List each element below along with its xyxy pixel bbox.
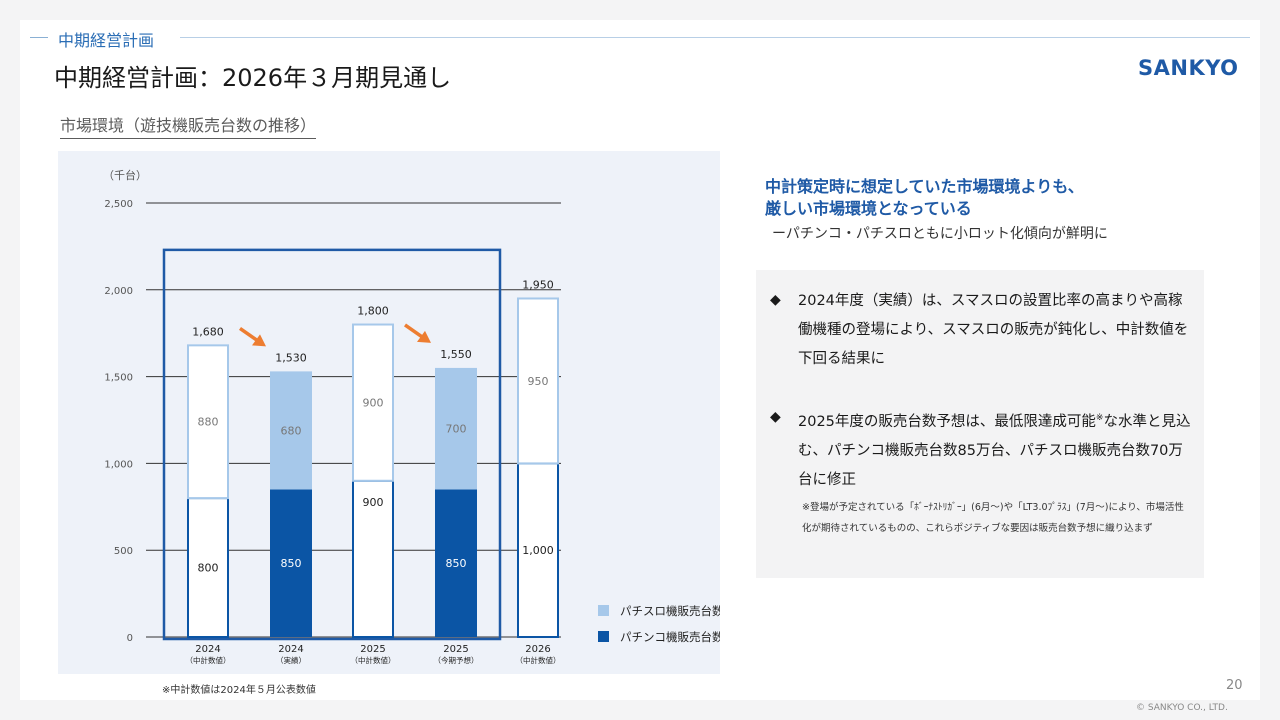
data-label-pachinko: 850 — [446, 557, 467, 570]
key-message-sub: ーパチンコ・パチスロともに小ロット化傾向が鮮明に — [772, 226, 1108, 242]
data-label-pachislot: 950 — [528, 375, 549, 388]
bullet-diamond-icon: ◆ — [770, 292, 781, 308]
notes-box: ◆ 2024年度（実績）は、スマスロの設置比率の高まりや高稼働機種の登場により、… — [756, 270, 1204, 578]
bar-pachislot — [352, 323, 394, 482]
note-reference-mark: ※ — [1095, 413, 1104, 423]
data-label-total: 1,800 — [357, 305, 389, 318]
forecast-highlight-box — [162, 248, 502, 641]
y-tick-label: 0 — [127, 633, 133, 644]
data-label-pachinko: 850 — [281, 557, 302, 570]
bar-pachislot — [270, 371, 312, 490]
y-axis-unit: （千台） — [103, 168, 147, 182]
bar-pachislot — [187, 344, 229, 500]
x-tick-label: 2024 — [278, 644, 303, 655]
page-number: 20 — [1226, 678, 1243, 693]
data-label-pachinko: 900 — [363, 496, 384, 509]
section-rule-left — [30, 37, 48, 38]
data-label-total: 1,530 — [275, 351, 307, 364]
section-tag: 中期経営計画 — [58, 31, 155, 50]
company-logo: SANKYO — [1138, 56, 1239, 80]
chart-panel: （千台） 0 500 1,000 1,500 2,000 2,500 800 880 1,680 2… — [58, 151, 720, 674]
slide: 中期経営計画 中期経営計画：2026年３月期見通し SANKYO 市場環境（遊技… — [20, 20, 1260, 700]
legend-label-pachinko: パチンコ機販売台数 — [620, 630, 720, 644]
bar-pachinko — [517, 462, 559, 638]
key-message-line-1: 中計策定時に想定していた市場環境よりも、 — [765, 177, 1084, 196]
data-label-pachislot: 680 — [281, 424, 302, 437]
data-label-pachislot: 700 — [446, 423, 467, 436]
data-label-total: 1,550 — [440, 348, 472, 361]
chart-footnote: ※中計数値は2024年５月公表数値 — [162, 685, 316, 696]
bar-pachislot — [435, 367, 477, 490]
bar-pachislot — [517, 297, 559, 465]
x-tick-label: 2024 — [195, 644, 220, 655]
note-2025-text-b: な水準と見込む、パチンコ機販売台数85万台、パチスロ機販売台数70万台に修正 — [798, 413, 1191, 488]
data-label-total: 1,680 — [192, 325, 224, 338]
legend-swatch-pachinko — [598, 631, 609, 642]
y-tick-label: 2,000 — [104, 286, 133, 297]
bullet-diamond-icon: ◆ — [770, 409, 781, 425]
fine-print: ※登場が予定されている「ﾎﾞｰﾅｽﾄﾘｶﾞｰ」(6月～)や「LT3.0ﾌﾟﾗｽ」… — [802, 502, 1184, 534]
data-label-pachislot: 900 — [363, 397, 384, 410]
sales-units-chart: （千台） 0 500 1,000 1,500 2,000 2,500 800 880 1,680 2… — [103, 168, 720, 665]
decline-arrow-head-icon — [417, 330, 431, 343]
y-tick-label: 2,500 — [104, 199, 133, 210]
x-tick-sublabel: （今期予想） — [434, 655, 479, 665]
decline-arrow-head-icon — [252, 334, 266, 347]
key-message: 中計策定時に想定していた市場環境よりも、 厳しい市場環境となっている — [765, 176, 1084, 220]
bar-pachinko — [435, 489, 477, 637]
note-2025-forecast: 2025年度の販売台数予想は、最低限達成可能※な水準と見込む、パチンコ機販売台数… — [798, 404, 1194, 495]
legend-label-pachislot: パチスロ機販売台数 — [620, 604, 720, 618]
page-title: 中期経営計画：2026年３月期見通し — [54, 64, 452, 92]
key-message-line-2: 厳しい市場環境となっている — [765, 199, 972, 218]
data-label-total: 1,950 — [522, 278, 554, 291]
y-tick-label: 500 — [114, 546, 133, 557]
x-tick-label: 2026 — [525, 644, 550, 655]
note-2024-actual: 2024年度（実績）は、スマスロの設置比率の高まりや高稼働機種の登場により、スマ… — [798, 293, 1189, 367]
x-tick-label: 2025 — [443, 644, 468, 655]
y-tick-label: 1,500 — [104, 373, 133, 384]
bar-pachinko — [352, 479, 394, 639]
x-tick-sublabel: （中計数値） — [351, 655, 396, 665]
legend-swatch-pachislot — [598, 605, 609, 616]
x-tick-sublabel: （中計数値） — [186, 655, 231, 665]
y-tick-label: 1,000 — [104, 459, 133, 470]
x-tick-label: 2025 — [360, 644, 385, 655]
bar-pachinko — [270, 489, 312, 637]
data-label-pachinko: 1,000 — [522, 544, 554, 557]
data-label-pachislot: 880 — [198, 416, 219, 429]
section-rule-right — [180, 37, 1250, 38]
chart-subtitle: 市場環境（遊技機販売台数の推移） — [60, 112, 317, 139]
note-2025-text-a: 2025年度の販売台数予想は、最低限達成可能 — [798, 413, 1096, 430]
x-tick-sublabel: （実績） — [276, 655, 306, 665]
data-label-pachinko: 800 — [198, 562, 219, 575]
copyright: © SANKYO CO., LTD. — [1136, 703, 1228, 713]
x-tick-sublabel: （中計数値） — [516, 655, 561, 665]
